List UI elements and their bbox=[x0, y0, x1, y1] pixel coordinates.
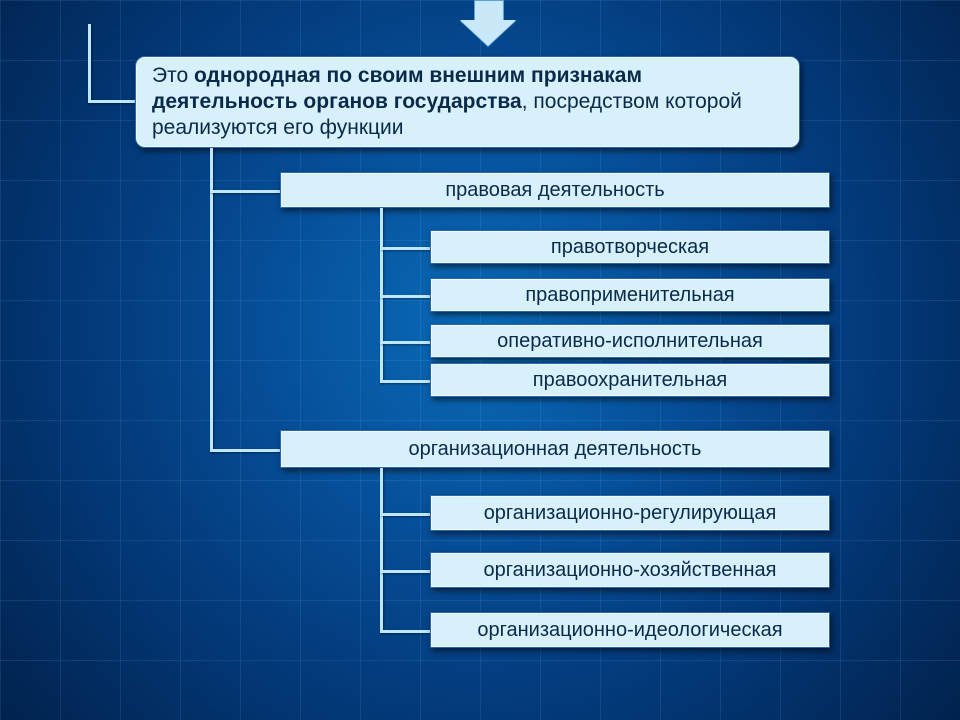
definition-box: Это однородная по своим внешним признака… bbox=[135, 56, 800, 148]
group-legal-label: правовая деятельность bbox=[445, 178, 664, 203]
organizational-item-label: организационно-идеологическая bbox=[477, 618, 782, 643]
connector-line bbox=[380, 380, 430, 383]
legal-item: правотворческая bbox=[430, 230, 830, 264]
connector-line bbox=[210, 148, 213, 452]
connector-line bbox=[380, 513, 430, 516]
connector-line bbox=[88, 100, 135, 103]
connector-line bbox=[210, 449, 280, 452]
diagram-stage: Это однородная по своим внешним признака… bbox=[0, 0, 960, 720]
group-organizational-label: организационная деятельность bbox=[409, 437, 702, 462]
legal-item: правоприменительная bbox=[430, 278, 830, 312]
connector-line bbox=[380, 630, 430, 633]
arrow-down-icon bbox=[460, 0, 516, 48]
definition-prefix: Это bbox=[152, 64, 194, 87]
organizational-item: организационно-регулирующая bbox=[430, 495, 830, 531]
legal-item-label: оперативно-исполнительная bbox=[497, 329, 763, 354]
legal-item-label: правотворческая bbox=[551, 235, 709, 260]
connector-line bbox=[210, 190, 280, 193]
connector-line bbox=[380, 468, 383, 633]
organizational-item: организационно-хозяйственная bbox=[430, 552, 830, 588]
connector-line bbox=[88, 24, 91, 103]
connector-line bbox=[380, 295, 430, 298]
legal-item-label: правоохранительная bbox=[533, 368, 727, 393]
connector-line bbox=[380, 570, 430, 573]
group-legal-header: правовая деятельность bbox=[280, 172, 830, 208]
legal-item: оперативно-исполнительная bbox=[430, 324, 830, 358]
group-organizational-header: организационная деятельность bbox=[280, 430, 830, 468]
organizational-item-label: организационно-хозяйственная bbox=[484, 558, 777, 583]
organizational-item-label: организационно-регулирующая bbox=[484, 501, 777, 526]
legal-item: правоохранительная bbox=[430, 363, 830, 397]
legal-item-label: правоприменительная bbox=[525, 283, 734, 308]
connector-line bbox=[380, 341, 430, 344]
organizational-item: организационно-идеологическая bbox=[430, 612, 830, 648]
connector-line bbox=[380, 247, 430, 250]
